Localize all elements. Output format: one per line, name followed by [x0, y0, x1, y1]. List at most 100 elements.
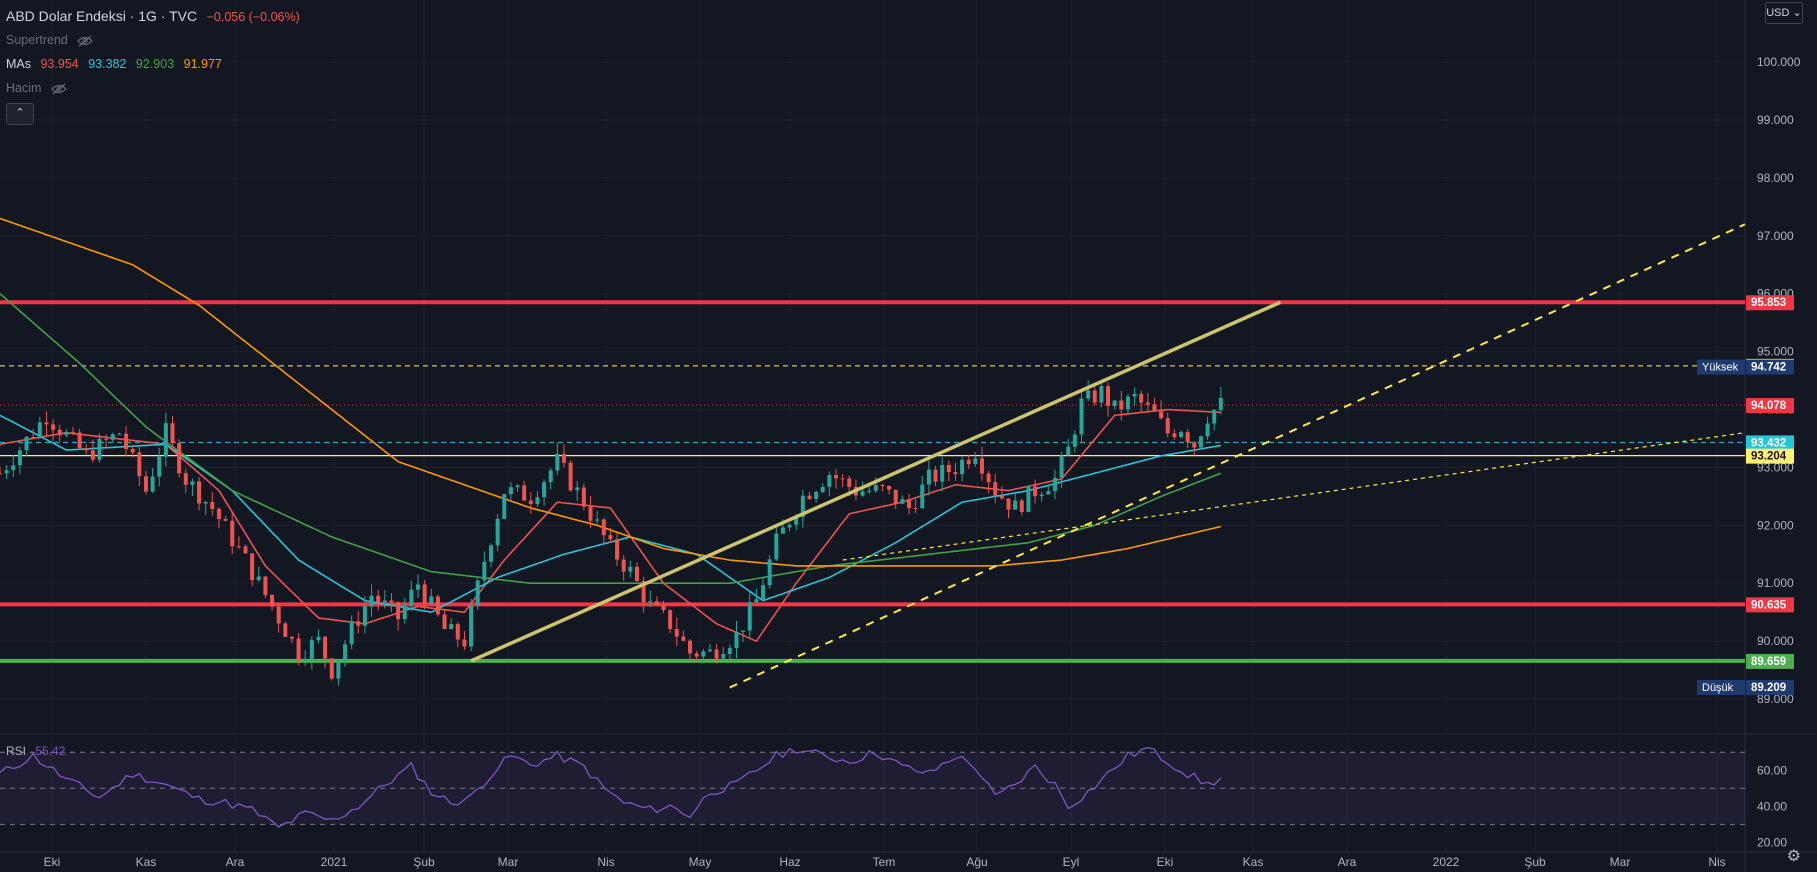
candle-body: [887, 485, 892, 490]
symbol-title[interactable]: ABD Dolar Endeksi · 1G · TVC: [6, 8, 198, 24]
candle-body: [24, 436, 29, 451]
candle-body: [1172, 433, 1177, 437]
rsi-legend[interactable]: RSI 55.42: [6, 744, 65, 758]
candle-body: [893, 489, 898, 504]
indicator-label: Hacim: [6, 81, 42, 95]
x-tick-label: Nis: [597, 855, 614, 869]
candle-body: [641, 581, 646, 603]
candle-body: [701, 651, 706, 657]
candle-body: [807, 495, 812, 499]
candle-body: [681, 636, 686, 641]
candle-body: [794, 516, 799, 525]
indicator-volume[interactable]: Hacim: [6, 76, 300, 100]
gear-icon[interactable]: ⚙: [1786, 848, 1801, 865]
rsi-tick-label: 40.00: [1757, 799, 1787, 813]
candle-body: [289, 636, 294, 639]
candle-body: [376, 595, 381, 603]
candle-body: [774, 533, 779, 560]
candle-body: [747, 602, 752, 631]
rsi-tick-label: 60.00: [1757, 763, 1787, 777]
price-tag: Yüksek: [1702, 362, 1739, 374]
price-label-bg: [1746, 435, 1794, 451]
trend-lines: [470, 223, 1746, 689]
candle-body: [64, 432, 69, 436]
x-tick-label: Kas: [136, 855, 157, 869]
price-label-bg: [1746, 597, 1794, 613]
candle-body: [993, 482, 998, 496]
price-label: 94.742: [1751, 362, 1786, 374]
indicator-supertrend[interactable]: Supertrend: [6, 28, 300, 52]
y-tick-label: 95.000: [1757, 345, 1794, 359]
candle-body: [124, 433, 129, 449]
candle-body: [1205, 423, 1210, 437]
candle-body: [800, 495, 805, 517]
candle-body: [37, 422, 42, 438]
price-tag-bg: [1697, 359, 1745, 375]
candle-body: [51, 424, 56, 430]
candle-body: [283, 623, 288, 637]
candle-body: [1006, 498, 1011, 510]
candle-body: [1092, 390, 1097, 403]
candle-body: [522, 485, 527, 501]
candle-body: [595, 519, 600, 521]
candle-body: [336, 660, 341, 679]
candle-body: [349, 621, 354, 645]
candle-body: [1185, 432, 1190, 443]
candle-body: [1072, 434, 1077, 447]
candle-body: [933, 469, 938, 482]
candle-body: [1198, 436, 1203, 448]
candle-body: [17, 450, 22, 466]
candle-body: [535, 497, 540, 504]
candle-body: [867, 490, 872, 492]
candle-body: [1099, 386, 1104, 403]
rsi-pane: [0, 747, 1745, 828]
price-label: 89.209: [1751, 682, 1786, 694]
candle-body: [1112, 400, 1117, 406]
candle-body: [1066, 446, 1071, 456]
candle-body: [270, 594, 275, 607]
price-change: −0.056 (−0.06%): [206, 10, 300, 24]
y-tick-label: 97.000: [1757, 229, 1794, 243]
candle-body: [382, 600, 387, 603]
candle-body: [1046, 491, 1051, 495]
candle-body: [568, 462, 573, 491]
candle-body: [1033, 486, 1038, 497]
indicator-mas[interactable]: MAs 93.954 93.382 92.903 91.977: [6, 52, 300, 76]
candle-body: [44, 422, 49, 425]
candle-body: [913, 508, 918, 510]
candle-body: [721, 654, 726, 659]
candle-body: [1119, 400, 1124, 410]
ma-value: 92.903: [135, 57, 175, 71]
candle-body: [402, 605, 407, 620]
candle-body: [601, 519, 606, 536]
ma-value: 93.954: [40, 57, 79, 71]
eye-hidden-icon[interactable]: [77, 35, 94, 47]
candle-body: [920, 484, 925, 509]
candle-body: [528, 500, 533, 504]
candle-body: [130, 448, 135, 453]
chevron-up-icon[interactable]: ⌃: [6, 103, 34, 125]
axes: 100.00099.00098.00097.00096.00095.00094.…: [44, 55, 1801, 869]
candle-body: [1218, 398, 1223, 410]
candle-body: [429, 596, 434, 604]
candle-body: [581, 487, 586, 507]
candle-body: [820, 486, 825, 493]
candle-body: [502, 494, 507, 519]
candle-body: [986, 473, 991, 483]
candle-body: [953, 472, 958, 475]
candle-body: [840, 478, 845, 480]
candle-body: [422, 584, 427, 604]
rsi-value: 55.42: [35, 744, 66, 758]
rsi-label: RSI: [6, 744, 27, 758]
eye-hidden-icon[interactable]: [51, 83, 67, 95]
candle-body: [1059, 455, 1064, 478]
currency-button[interactable]: USD ⌄: [1765, 2, 1803, 24]
candle-body: [960, 459, 965, 475]
price-label-bg: [1746, 653, 1794, 669]
candle-body: [979, 458, 984, 474]
candle-body: [57, 429, 62, 436]
candle-body: [847, 478, 852, 487]
candle-body: [661, 604, 666, 611]
x-tick-label: Haz: [779, 855, 800, 869]
